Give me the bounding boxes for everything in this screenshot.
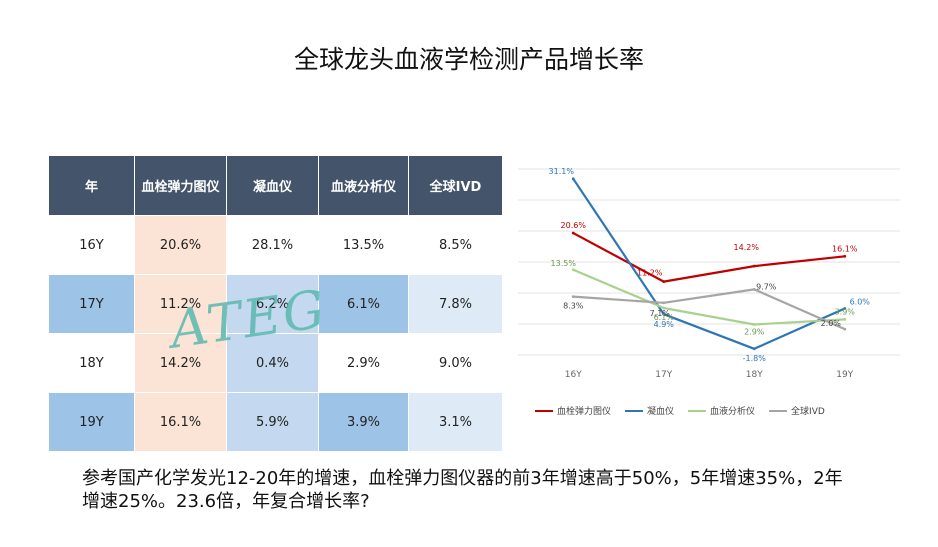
table-cell: 16Y (48, 215, 135, 275)
table-cell: 3.1% (408, 392, 503, 452)
table-row: 17Y 11.2% 6.2% 6.1% 7.8% (48, 274, 503, 334)
line-chart-svg: 16Y 17Y 18Y 19Y 20.6% 11.2% 14.2% 16.1% 31.1% 4.9… (518, 167, 900, 380)
table-cell: 11.2% (134, 274, 227, 334)
legend-swatch (688, 409, 707, 412)
data-point (662, 280, 666, 284)
data-label: 9.7% (756, 282, 777, 291)
data-point (662, 312, 666, 316)
legend-item: 凝血仪 (625, 404, 674, 417)
data-label: 14.2% (734, 243, 760, 252)
data-label: 6.0% (850, 298, 871, 307)
data-label: 31.1% (549, 167, 575, 176)
legend-label: 凝血仪 (647, 407, 675, 417)
header-global-ivd: 全球IVD (408, 155, 503, 216)
note-text: 参考国产化学发光12-20年的增速，血栓弹力图仪器的前3年增速高于50%，5年增… (82, 468, 843, 512)
line-chart: 16Y 17Y 18Y 19Y 20.6% 11.2% 14.2% 16.1% 31.1% 4.9… (506, 155, 912, 391)
series-line (573, 288, 846, 331)
table-cell: 28.1% (226, 215, 319, 275)
table-cell: 13.5% (318, 215, 409, 275)
data-point (752, 287, 756, 291)
data-point (752, 264, 756, 268)
x-tick-label: 18Y (746, 370, 763, 380)
chart-legend: 血栓弹力图仪 凝血仪 血液分析仪 全球IVD (535, 404, 825, 417)
legend-label: 血液分析仪 (710, 407, 756, 417)
data-point (571, 177, 575, 181)
slide-title: 全球龙头血液学检测产品增长率 (293, 45, 644, 74)
data-label: 20.6% (561, 221, 587, 230)
data-label: 7.1% (650, 309, 671, 318)
data-point (662, 306, 666, 310)
data-point (752, 347, 756, 351)
legend-item: 血液分析仪 (688, 404, 755, 417)
legend-item: 全球IVD (769, 404, 825, 417)
x-tick-label: 19Y (836, 370, 853, 380)
data-label: 8.3% (563, 302, 584, 311)
table-cell: 9.0% (408, 333, 503, 393)
growth-table: 年 血栓弹力图仪 凝血仪 血液分析仪 全球IVD 16Y 20.6% 28.1%… (48, 155, 503, 452)
table-cell: 16.1% (134, 392, 227, 452)
data-label: 2.9% (744, 328, 765, 337)
header-year: 年 (48, 155, 135, 216)
data-label: 16.1% (832, 244, 858, 253)
header-hematology: 血液分析仪 (318, 155, 409, 216)
data-point (843, 327, 847, 331)
data-label: -1.8% (743, 354, 767, 363)
data-point (752, 323, 756, 326)
series-line (572, 268, 845, 326)
table-header-row: 年 血栓弹力图仪 凝血仪 血液分析仪 全球IVD (48, 155, 503, 216)
data-point (571, 268, 575, 272)
table-cell: 0.4% (226, 333, 319, 393)
legend-swatch (625, 409, 644, 412)
data-label: 6.1% (654, 313, 675, 322)
table-cell: 6.2% (226, 274, 319, 334)
data-label: 3.9% (835, 307, 856, 316)
data-point (843, 307, 847, 310)
data-point (571, 231, 575, 235)
table-row: 19Y 16.1% 5.9% 3.9% 3.1% (48, 392, 503, 452)
data-label: 4.9% (654, 320, 675, 329)
table-cell: 5.9% (226, 392, 319, 452)
data-point (571, 295, 575, 299)
legend-label: 血栓弹力图仪 (557, 407, 612, 417)
table-cell: 2.9% (318, 333, 409, 393)
header-teg: 血栓弹力图仪 (134, 155, 227, 216)
table-row: 18Y 14.2% 0.4% 2.9% 9.0% (48, 333, 503, 393)
series-line (572, 232, 845, 283)
table-row: 16Y 20.6% 28.1% 13.5% 8.5% (48, 215, 503, 275)
legend-label: 全球IVD (791, 407, 825, 417)
table-cell: 17Y (48, 274, 135, 334)
x-tick-label: 17Y (655, 370, 672, 380)
data-label: 13.5% (551, 259, 577, 268)
data-point (843, 254, 847, 258)
table-cell: 3.9% (318, 392, 409, 452)
legend-item: 血栓弹力图仪 (535, 404, 611, 417)
table-cell: 7.8% (408, 274, 503, 334)
legend-swatch (769, 409, 788, 412)
header-coagulation: 凝血仪 (226, 155, 319, 216)
data-point (662, 301, 666, 305)
table-cell: 18Y (48, 333, 135, 393)
table-cell: 20.6% (134, 215, 227, 275)
legend-swatch (535, 409, 553, 412)
table-cell: 19Y (48, 392, 135, 452)
data-label: 11.2% (637, 269, 663, 278)
data-point (843, 317, 847, 321)
x-tick-label: 16Y (565, 370, 582, 380)
data-label: 2.0% (821, 319, 842, 328)
series-line (572, 178, 846, 350)
table-cell: 8.5% (408, 215, 503, 275)
table-cell: 6.1% (318, 274, 409, 334)
